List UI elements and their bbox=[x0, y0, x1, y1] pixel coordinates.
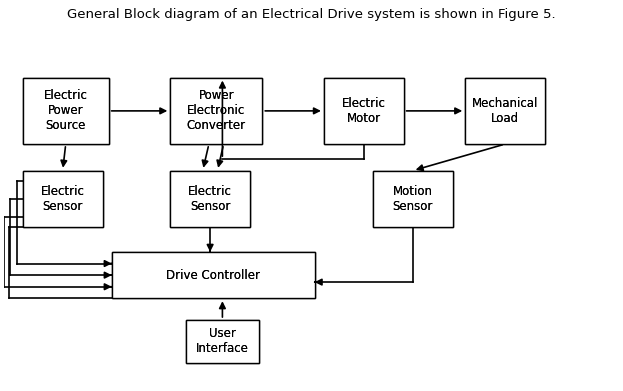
FancyBboxPatch shape bbox=[112, 252, 315, 298]
FancyBboxPatch shape bbox=[22, 170, 103, 227]
FancyBboxPatch shape bbox=[324, 78, 404, 144]
FancyBboxPatch shape bbox=[186, 320, 259, 363]
Text: Drive Controller: Drive Controller bbox=[166, 269, 260, 282]
Text: Electric
Sensor: Electric Sensor bbox=[40, 185, 85, 213]
FancyBboxPatch shape bbox=[170, 170, 250, 227]
FancyBboxPatch shape bbox=[465, 78, 545, 144]
FancyBboxPatch shape bbox=[324, 78, 404, 144]
Text: General Block diagram of an Electrical Drive system is shown in Figure 5.: General Block diagram of an Electrical D… bbox=[67, 8, 556, 21]
Text: Electric
Power
Source: Electric Power Source bbox=[44, 90, 88, 133]
FancyBboxPatch shape bbox=[22, 78, 109, 144]
Text: Mechanical
Load: Mechanical Load bbox=[472, 97, 538, 125]
Text: User
Interface: User Interface bbox=[196, 328, 249, 355]
FancyBboxPatch shape bbox=[170, 78, 262, 144]
Text: Electric
Sensor: Electric Sensor bbox=[188, 185, 232, 213]
Text: Power
Electronic
Converter: Power Electronic Converter bbox=[187, 90, 246, 133]
FancyBboxPatch shape bbox=[22, 78, 109, 144]
Text: Drive Controller: Drive Controller bbox=[166, 269, 260, 282]
FancyBboxPatch shape bbox=[170, 170, 250, 227]
FancyBboxPatch shape bbox=[112, 252, 315, 298]
FancyBboxPatch shape bbox=[465, 78, 545, 144]
FancyBboxPatch shape bbox=[22, 170, 103, 227]
Text: Power
Electronic
Converter: Power Electronic Converter bbox=[187, 90, 246, 133]
FancyBboxPatch shape bbox=[170, 78, 262, 144]
FancyBboxPatch shape bbox=[186, 320, 259, 363]
FancyBboxPatch shape bbox=[373, 170, 453, 227]
Text: User
Interface: User Interface bbox=[196, 328, 249, 355]
Text: Electric
Motor: Electric Motor bbox=[342, 97, 386, 125]
Text: Mechanical
Load: Mechanical Load bbox=[472, 97, 538, 125]
FancyBboxPatch shape bbox=[373, 170, 453, 227]
Text: Electric
Sensor: Electric Sensor bbox=[40, 185, 85, 213]
Text: Motion
Sensor: Motion Sensor bbox=[392, 185, 433, 213]
Text: Electric
Motor: Electric Motor bbox=[342, 97, 386, 125]
Text: Electric
Power
Source: Electric Power Source bbox=[44, 90, 88, 133]
Text: Motion
Sensor: Motion Sensor bbox=[392, 185, 433, 213]
Text: Electric
Sensor: Electric Sensor bbox=[188, 185, 232, 213]
